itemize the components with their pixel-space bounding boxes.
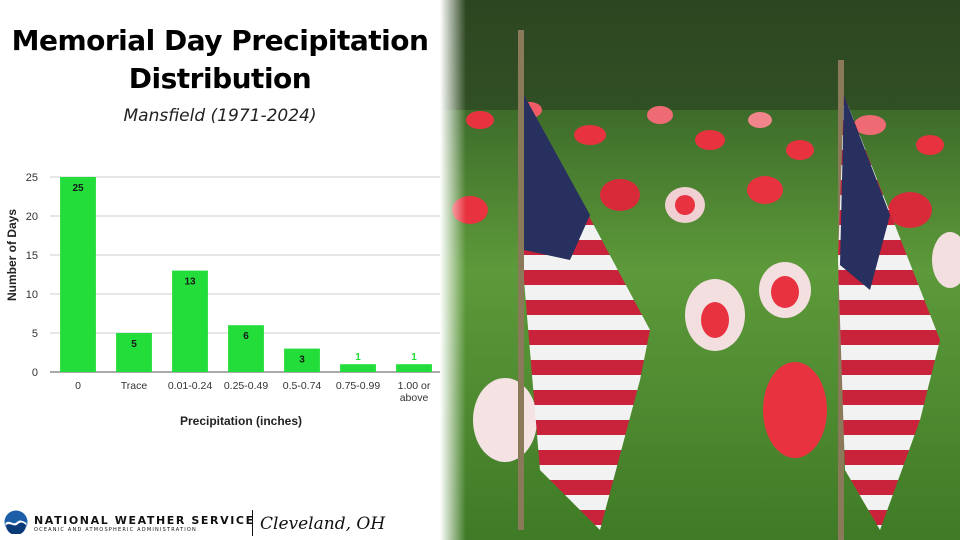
y-tick-label: 15 [26, 250, 38, 262]
bar [60, 177, 96, 372]
organization-name: NATIONAL WEATHER SERVICE [34, 514, 255, 527]
organization-subtitle: OCEANIC AND ATMOSPHERIC ADMINISTRATION [34, 527, 197, 533]
x-tick-label: 1.00 or above [398, 380, 431, 404]
flowers [452, 102, 960, 462]
bars [60, 177, 432, 372]
photo-edge-fade [440, 0, 466, 540]
chart-subtitle: Mansfield (1971-2024) [123, 106, 317, 126]
noaa-logo-icon [4, 510, 28, 534]
memorial-photo [440, 0, 960, 540]
title-line-1: Memorial Day Precipitation [11, 24, 429, 57]
data-label: 5 [131, 339, 137, 350]
bar [116, 333, 152, 372]
data-label: 6 [243, 331, 249, 342]
y-tick-label: 20 [26, 211, 38, 223]
flag-right [838, 60, 940, 540]
x-tick-label: 0.01-0.24 [168, 380, 213, 392]
y-tick-label: 25 [26, 172, 38, 184]
footer: NATIONAL WEATHER SERVICE OCEANIC AND ATM… [0, 506, 450, 540]
footer-divider [252, 510, 253, 536]
gridlines [50, 176, 442, 373]
flag-left [518, 30, 650, 530]
bar [396, 364, 432, 372]
x-axis-label: Precipitation (inches) [180, 414, 302, 428]
data-label: 25 [72, 183, 84, 194]
x-axis-ticks: 0 Trace 0.01-0.24 0.25-0.49 0.5-0.74 0.75-0.9… [75, 380, 431, 404]
y-tick-label: 0 [32, 367, 38, 379]
data-label: 1 [355, 352, 361, 363]
bar [228, 325, 264, 372]
y-tick-label: 10 [26, 289, 38, 301]
y-axis-ticks: 0 5 10 15 20 25 [26, 172, 38, 379]
bar [340, 364, 376, 372]
page-title: Memorial Day Precipitation Distribution [0, 22, 440, 98]
bar [172, 270, 208, 372]
infographic-panel: Memorial Day Precipitation Distribution … [0, 0, 450, 540]
x-tick-label: 0 [75, 380, 81, 392]
data-label: 3 [299, 355, 305, 366]
data-label: 13 [184, 277, 196, 288]
y-tick-label: 5 [32, 328, 38, 340]
y-axis-label: Number of Days [5, 209, 19, 301]
x-tick-label: Trace [121, 380, 148, 392]
data-labels: 25 5 13 6 3 1 1 [72, 183, 417, 366]
data-label: 1 [411, 352, 417, 363]
x-tick-label: 0.5-0.74 [283, 380, 322, 392]
hedge-background [440, 0, 960, 110]
office-name: Cleveland, OH [260, 514, 386, 534]
x-tick-label: 0.25-0.49 [224, 380, 269, 392]
precipitation-bar-chart: 0 5 10 15 20 25 25 5 13 6 3 1 1 0 Trace 0.01-0.24 0.25… [5, 172, 442, 428]
title-line-2: Distribution [128, 62, 312, 95]
x-tick-label: 0.75-0.99 [336, 380, 381, 392]
bar [284, 348, 320, 372]
